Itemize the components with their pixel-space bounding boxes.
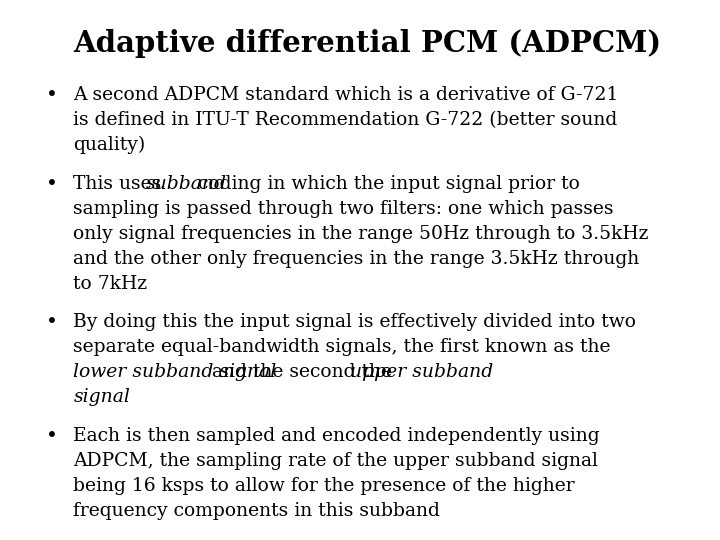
Text: signal: signal (73, 388, 130, 406)
Text: Each is then sampled and encoded independently using: Each is then sampled and encoded indepen… (73, 427, 600, 445)
Text: only signal frequencies in the range 50Hz through to 3.5kHz: only signal frequencies in the range 50H… (73, 225, 649, 242)
Text: This uses: This uses (73, 175, 168, 193)
Text: being 16 ksps to allow for the presence of the higher: being 16 ksps to allow for the presence … (73, 477, 575, 495)
Text: to 7kHz: to 7kHz (73, 275, 148, 293)
Text: quality): quality) (73, 136, 145, 154)
Text: •: • (46, 86, 58, 105)
Text: By doing this the input signal is effectively divided into two: By doing this the input signal is effect… (73, 313, 636, 332)
Text: and the second the: and the second the (206, 363, 398, 381)
Text: subband: subband (145, 175, 226, 193)
Text: •: • (46, 427, 58, 446)
Text: lower subband signal: lower subband signal (73, 363, 276, 381)
Text: separate equal-bandwidth signals, the first known as the: separate equal-bandwidth signals, the fi… (73, 338, 611, 356)
Text: ADPCM, the sampling rate of the upper subband signal: ADPCM, the sampling rate of the upper su… (73, 452, 598, 470)
Text: •: • (46, 313, 58, 332)
Text: and the other only frequencies in the range 3.5kHz through: and the other only frequencies in the ra… (73, 249, 639, 268)
Text: A second ADPCM standard which is a derivative of G-721: A second ADPCM standard which is a deriv… (73, 86, 618, 104)
Text: upper subband: upper subband (350, 363, 493, 381)
Text: is defined in ITU-T Recommendation G-722 (better sound: is defined in ITU-T Recommendation G-722… (73, 111, 618, 129)
Text: frequency components in this subband: frequency components in this subband (73, 502, 441, 520)
Text: coding in which the input signal prior to: coding in which the input signal prior t… (192, 175, 580, 193)
Text: •: • (46, 175, 58, 194)
Text: Adaptive differential PCM (ADPCM): Adaptive differential PCM (ADPCM) (73, 29, 661, 58)
Text: sampling is passed through two filters: one which passes: sampling is passed through two filters: … (73, 200, 614, 218)
